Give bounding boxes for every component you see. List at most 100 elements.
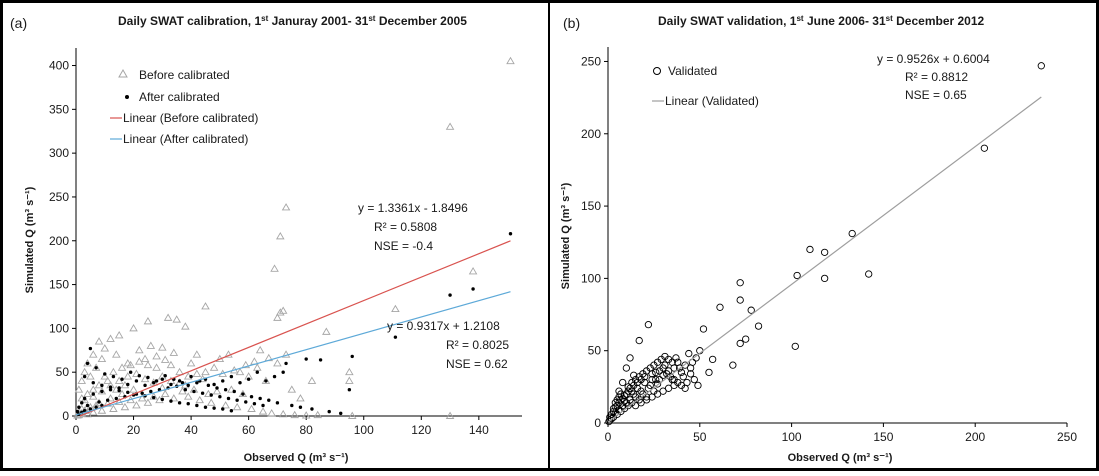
after-calibrated-point [146,375,150,380]
before-calibrated-point [91,363,101,371]
before-calibrated-point [112,350,121,358]
validated-point [685,349,693,358]
after-calibrated-point [82,409,87,413]
panel-a-plot-area [73,48,522,419]
after-calibrated-point [134,379,139,383]
validated-point [865,270,873,278]
before-calibrated-point [100,344,110,352]
before-calibrated-point [160,389,170,398]
validated-point [791,342,799,351]
after-calibrated-point [215,386,219,390]
legend-label: Validated [668,64,717,78]
before-calibrated-point [106,394,115,402]
y-tick-label: 0 [62,409,69,423]
after-calibrated-point [120,377,124,381]
after-calibrated-point [91,392,95,396]
validated-point [659,371,667,379]
panel-a-equation-after: y = 0.9317x + 1.2108 R² = 0.8025 NSE = 0… [387,319,509,371]
after-calibrated-point [151,381,156,385]
panel-a-x-axis-title: Observed Q (m³ s⁻¹) [244,452,349,464]
validated-point [668,358,676,366]
after-calibrated-point [310,407,314,411]
after-calibrated-point [137,373,142,378]
before-calibrated-point [88,392,98,400]
after-calibrated-point [97,400,101,404]
y-tick-label: 300 [49,146,69,160]
y-tick-label: 150 [49,278,69,292]
x-tick-label: 100 [354,423,374,437]
validated-point [690,375,698,384]
before-calibrated-point [201,302,210,310]
panel-b-x-axis-title: Observed Q (m³ s⁻¹) [788,452,893,464]
validated-point [619,378,627,387]
after-calibrated-point [151,395,156,400]
r-squared-text: R² = 0.8025 [446,338,509,352]
after-calibrated-point [221,379,225,383]
after-calibrated-point [318,358,323,362]
validated-point [620,397,629,405]
validated-point [672,354,680,362]
before-calibrated-point [258,407,268,415]
validated-point [742,335,750,343]
before-calibrated-point [83,389,92,398]
after-calibrated-point [163,373,167,378]
y-tick-label: 250 [49,190,69,204]
before-calibrated-point [103,376,112,384]
after-calibrated-point [267,398,271,402]
after-calibrated-point [235,398,239,402]
before-calibrated-point [273,359,282,367]
y-tick-label: 100 [581,271,601,285]
validated-point [611,403,619,411]
before-calibrated-point [204,389,213,398]
y-tick-label: 100 [49,321,69,335]
legend-label: After calibrated [139,90,220,104]
validated-point [652,368,660,377]
before-calibrated-point [347,411,357,419]
after-calibrated-point [206,383,211,388]
validated-point [820,248,829,257]
validated-point [681,384,689,392]
validated-point [642,396,651,404]
before-calibrated-point [235,367,245,376]
after-calibrated-point [77,405,81,409]
after-calibrated-point [221,407,225,411]
x-tick-label: 60 [242,423,256,437]
after-calibrated-point [85,403,90,408]
panel-b-label: (b) [563,15,580,31]
before-calibrated-point [252,363,262,371]
validated-point [699,325,708,333]
before-calibrated-point [181,322,190,330]
after-calibrated-point [212,382,216,387]
after-calibrated-point [100,383,104,388]
before-calibrated-point [80,367,89,376]
dot-marker-icon [125,95,129,99]
before-calibrated-point [140,354,150,362]
validated-point [806,245,814,254]
before-calibrated-point [232,402,242,411]
after-calibrated-point [244,400,248,404]
before-calibrated-point [74,385,84,393]
after-calibrated-point [88,407,93,411]
before-calibrated-point [238,389,248,398]
after-calibrated-point [508,232,513,236]
legend-label: Linear (Validated) [665,94,759,108]
equation-text: y = 1.3361x - 1.8496 [358,201,468,215]
panel-a-legend: Before calibrated After calibrated Linea… [110,68,258,146]
x-tick-label: 250 [1057,430,1077,444]
after-calibrated-point [229,374,234,379]
after-calibrated-point [238,381,242,385]
after-calibrated-point [212,406,216,410]
after-calibrated-point [177,379,182,383]
before-calibrated-point [97,387,107,395]
before-calibrated-point [143,316,153,325]
before-calibrated-point [281,203,291,211]
y-tick-label: 400 [49,59,69,73]
validated-point [694,381,702,390]
validated-point [659,364,667,372]
after-calibrated-point [448,293,452,297]
after-calibrated-point [298,405,303,409]
legend-item-linear-validated: Linear (Validated) [652,94,759,108]
validated-point [820,274,829,283]
